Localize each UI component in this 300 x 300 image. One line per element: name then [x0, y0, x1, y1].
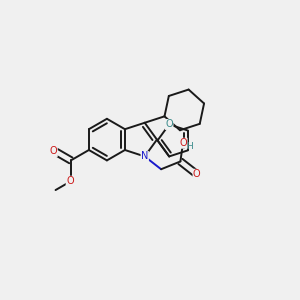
Text: O: O	[50, 146, 57, 157]
Text: O: O	[165, 119, 173, 129]
Text: N: N	[141, 152, 148, 161]
Text: O: O	[179, 138, 187, 148]
Text: H: H	[187, 142, 193, 151]
Text: O: O	[193, 169, 201, 179]
Text: O: O	[66, 176, 74, 186]
